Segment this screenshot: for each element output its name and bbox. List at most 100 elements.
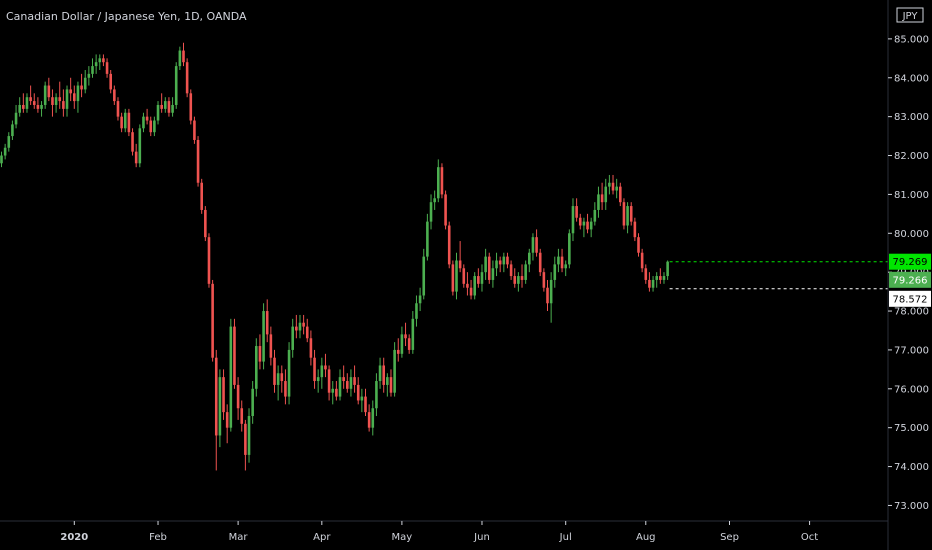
candle-body	[346, 381, 349, 389]
candle-85	[309, 330, 313, 366]
candle-body	[422, 256, 426, 296]
last-price-tag: 79.269	[889, 253, 931, 270]
price-tag-label: 79.269	[893, 257, 928, 268]
candle-body	[171, 104, 174, 113]
candle-125	[455, 252, 458, 300]
candle-51	[185, 58, 189, 98]
candle-body	[644, 268, 648, 280]
candle-58	[211, 279, 214, 362]
time-axis[interactable]: 2020 Feb Mar Apr May Jun Jul Aug Sep Oct	[60, 521, 818, 543]
candle-115	[418, 287, 422, 312]
candle-body	[666, 261, 669, 277]
candle-179	[651, 276, 655, 292]
x-tick-label: 2020	[60, 532, 88, 543]
candle-69	[251, 381, 254, 424]
candle-body	[506, 256, 509, 265]
candle-body	[535, 237, 538, 253]
price-tags-layer: 79.269 79.266 78.572	[889, 253, 931, 307]
y-tick-label: 82.000	[894, 151, 929, 162]
candle-173	[629, 202, 633, 226]
candle-181	[659, 268, 662, 284]
candle-body	[371, 408, 375, 428]
candle-body	[640, 252, 644, 269]
y-tick-label: 77.000	[894, 345, 929, 356]
candle-78	[284, 369, 287, 405]
candle-77	[280, 365, 284, 393]
candle-body	[411, 318, 415, 350]
candle-16	[58, 81, 62, 109]
candle-body	[375, 381, 378, 409]
candle-body	[251, 388, 254, 417]
candle-46	[167, 97, 171, 117]
candle-41	[149, 116, 153, 137]
y-tick-label: 76.000	[894, 384, 929, 395]
candle-14	[51, 89, 54, 117]
candle-body	[415, 303, 418, 319]
price-axis[interactable]: 73.00074.00075.00076.00077.00078.00079.0…	[888, 34, 929, 512]
y-tick-label: 74.000	[894, 462, 929, 473]
candle-body	[378, 365, 382, 382]
candle-body	[222, 377, 225, 413]
candle-body	[269, 334, 273, 358]
candle-50	[182, 42, 185, 67]
candle-body	[440, 167, 444, 195]
candle-139	[506, 252, 509, 269]
candle-144	[524, 260, 527, 284]
candle-102	[371, 400, 375, 436]
candle-159	[578, 213, 582, 230]
candle-113	[411, 311, 415, 354]
candle-6	[22, 93, 25, 113]
currency-badge[interactable]: JPY	[896, 7, 924, 23]
candle-body	[309, 338, 313, 358]
candle-body	[116, 101, 120, 117]
candle-52	[189, 89, 193, 125]
candle-17	[62, 89, 65, 117]
candle-body	[495, 260, 498, 269]
candle-171	[622, 198, 626, 230]
candle-body	[356, 384, 360, 401]
candle-body	[244, 423, 247, 455]
candle-body	[113, 89, 116, 102]
candle-53	[193, 116, 196, 144]
candle-65	[236, 377, 240, 420]
candle-body	[287, 349, 291, 397]
candle-body	[40, 104, 43, 109]
candle-178	[648, 272, 651, 292]
candle-59	[214, 349, 218, 471]
candle-body	[258, 346, 262, 362]
candle-body	[83, 77, 87, 90]
candle-11	[40, 101, 43, 117]
candle-body	[145, 116, 149, 121]
candle-body	[338, 377, 342, 397]
candle-96	[349, 369, 353, 397]
candle-body	[619, 186, 622, 203]
candle-body	[578, 217, 582, 226]
price-tag-label: 79.266	[893, 275, 928, 286]
candle-101	[367, 404, 371, 432]
candle-71	[258, 334, 262, 370]
candle-body	[131, 132, 134, 152]
candle-107	[389, 369, 393, 397]
candle-140	[509, 260, 513, 280]
candle-103	[375, 373, 378, 417]
candle-136	[495, 252, 498, 277]
candle-body	[382, 365, 385, 385]
candle-body	[240, 408, 244, 424]
candle-149	[542, 268, 546, 292]
candle-82	[298, 314, 302, 339]
candle-body	[477, 276, 480, 284]
candle-body	[400, 334, 404, 354]
candle-body	[517, 276, 520, 284]
price-tag-box	[889, 271, 931, 288]
candle-body	[138, 128, 142, 164]
y-tick-label: 73.000	[894, 501, 929, 512]
candle-26	[94, 54, 98, 74]
candle-body	[549, 279, 553, 304]
candle-body	[586, 221, 589, 230]
candle-body	[560, 256, 564, 269]
candle-129	[469, 279, 473, 300]
candle-body	[295, 326, 298, 331]
candle-119	[433, 190, 436, 210]
x-tick-label: Aug	[636, 532, 656, 543]
candle-body	[437, 167, 440, 199]
